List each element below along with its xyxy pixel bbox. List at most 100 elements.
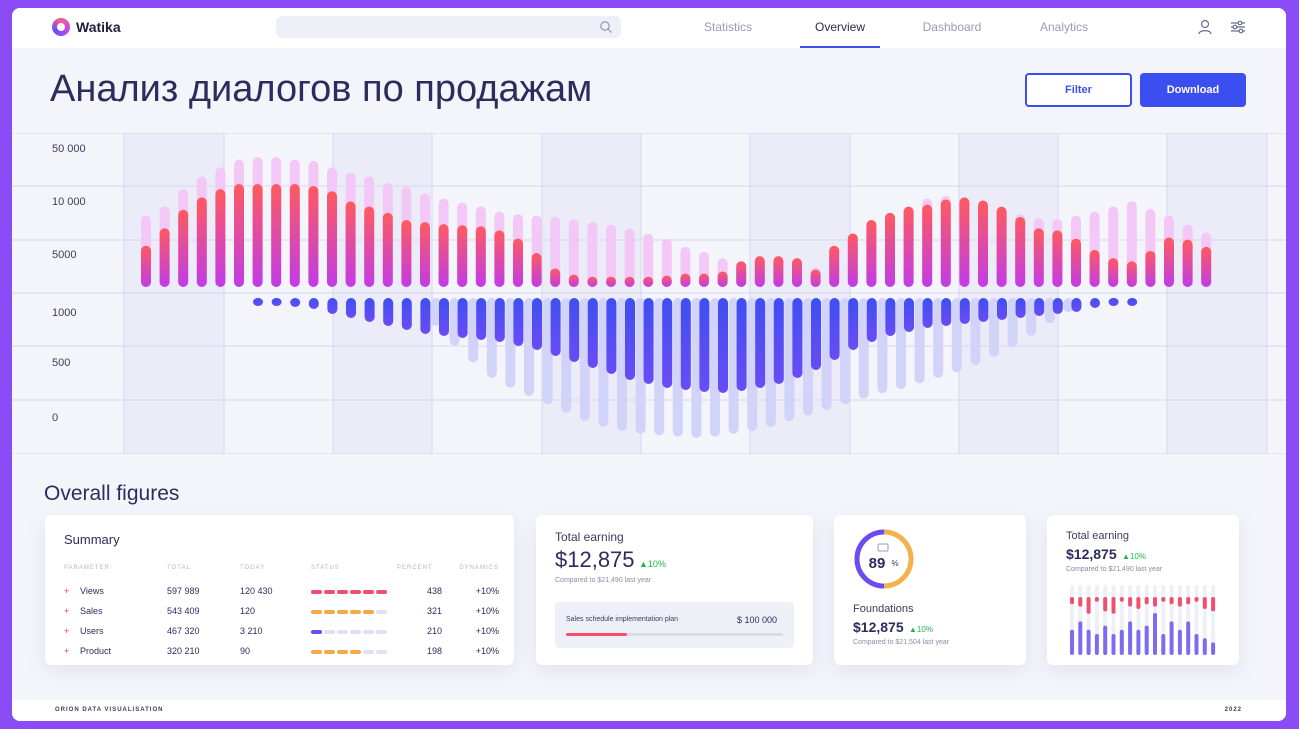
nav-tab-overview[interactable]: Overview	[784, 8, 896, 48]
y-tick-label: 500	[52, 357, 70, 369]
summary-card: Summary PARAMETER TOTAL TODAY STATUS PER…	[45, 515, 514, 665]
bar-upper	[587, 276, 598, 287]
bar-upper-light	[643, 233, 654, 287]
total-earning-card: Total earning $12,875 ▲10% Compared to $…	[536, 515, 813, 665]
bar-lower	[271, 298, 282, 306]
bar-lower-light	[765, 298, 776, 427]
mini-bar-blue	[1211, 642, 1216, 655]
chart-bars	[141, 157, 1212, 438]
bar-lower	[1108, 298, 1119, 306]
foundations-value: $12,875	[853, 619, 904, 635]
filter-button[interactable]: Filter	[1025, 73, 1132, 107]
ring-value: 89	[869, 555, 886, 572]
table-row[interactable]: + Product 320 210 90 198 +10%	[64, 641, 499, 661]
status-segment	[311, 629, 322, 634]
earning-label: Total earning	[555, 530, 624, 544]
download-button[interactable]: Download	[1140, 73, 1246, 107]
column-header: PERCENT	[397, 565, 433, 571]
user-icon[interactable]	[1198, 19, 1212, 35]
status-segment	[337, 629, 348, 634]
bar-upper	[568, 274, 579, 287]
row-status	[311, 641, 397, 661]
row-status	[311, 601, 397, 621]
bar-upper	[810, 269, 821, 287]
nav-tab-statistics[interactable]: Statistics	[703, 20, 752, 34]
bar-upper	[922, 204, 933, 287]
earning2-change: ▲10%	[1122, 552, 1146, 561]
nav-tab-analytics[interactable]: Analytics	[1039, 20, 1089, 34]
search-icon[interactable]	[599, 20, 613, 34]
plus-icon: +	[64, 606, 70, 616]
mini-bar-blue	[1161, 634, 1166, 655]
bar-upper	[792, 258, 802, 287]
plan-value: $ 100 000	[736, 615, 777, 625]
mini-bar-pink	[1103, 597, 1108, 612]
bar-upper	[1145, 250, 1156, 287]
progress-ring: 89 %	[854, 529, 914, 589]
mini-bar-pink	[1186, 597, 1191, 605]
bar-upper	[159, 228, 170, 287]
bar-lower	[401, 298, 412, 330]
bar-upper	[141, 245, 151, 287]
bar-upper	[289, 184, 300, 287]
bar-lower	[1015, 298, 1026, 318]
bar-lower-light	[542, 298, 553, 405]
bar-lower	[587, 298, 598, 368]
bar-upper	[420, 222, 430, 287]
bar-lower-light	[635, 298, 646, 434]
mini-bar-blue	[1186, 621, 1191, 655]
status-segment	[311, 589, 322, 594]
row-parameter: + Users	[64, 626, 104, 636]
mini-bar-blue	[1078, 621, 1083, 655]
table-row[interactable]: + Sales 543 409 120 321 +10%	[64, 601, 499, 621]
mini-bar-pink	[1119, 597, 1124, 602]
bar-upper	[1126, 261, 1137, 287]
footer: ORION DATA VISUALISATION 2022	[12, 700, 1286, 721]
mini-bar-blue	[1202, 638, 1207, 655]
bar-upper	[1201, 246, 1212, 287]
bar-lower-light	[1063, 298, 1074, 312]
row-parameter: + Sales	[64, 606, 103, 616]
mini-bar-pink	[1153, 597, 1157, 607]
bar-upper	[438, 224, 449, 287]
bar-lower-light	[858, 298, 869, 399]
bar-lower-light	[691, 298, 702, 438]
bar-lower-light	[1007, 298, 1018, 347]
bar-upper	[1089, 249, 1100, 287]
bar-upper	[773, 256, 784, 287]
mini-bar-chart	[1070, 585, 1216, 655]
mini-bar-pink	[1070, 597, 1074, 605]
mini-bar-pink	[1161, 597, 1166, 602]
bar-lower	[848, 298, 859, 350]
bar-upper	[903, 206, 914, 287]
bar-lower-light	[896, 298, 906, 389]
bar-lower	[513, 298, 524, 346]
bar-lower-light	[914, 298, 925, 384]
logo-icon	[52, 18, 70, 36]
mini-bar-blue	[1144, 625, 1149, 655]
nav-tab-dashboard[interactable]: Dashboard	[922, 20, 982, 34]
row-parameter: + Product	[64, 646, 112, 656]
logo[interactable]: Watika	[52, 18, 121, 36]
bar-lower	[680, 298, 691, 390]
bar-lower	[327, 298, 338, 314]
plan-label: Sales schedule implementation plan	[566, 616, 679, 623]
table-row[interactable]: + Views 597 989 120 430 438 +10%	[64, 581, 499, 601]
footer-year: 2022	[1224, 707, 1242, 713]
search-input[interactable]	[276, 16, 621, 38]
status-segment	[311, 609, 322, 614]
bar-lower-light	[710, 298, 720, 437]
bar-lower	[792, 298, 803, 378]
column-header: PARAMETER	[64, 565, 110, 571]
bar-lower	[383, 298, 394, 326]
status-segment	[337, 609, 348, 614]
bar-upper	[643, 276, 654, 287]
status-segment	[350, 609, 361, 614]
table-row[interactable]: + Users 467 320 3 210 210 +10%	[64, 621, 499, 641]
settings-sliders-icon[interactable]	[1230, 19, 1246, 35]
row-dynamics: +10%	[475, 606, 499, 616]
bar-upper-light	[568, 219, 579, 287]
sales-plan-box: Sales schedule implementation plan $ 100…	[555, 602, 794, 648]
bar-lower-light	[1044, 298, 1055, 324]
bar-upper	[978, 200, 988, 287]
